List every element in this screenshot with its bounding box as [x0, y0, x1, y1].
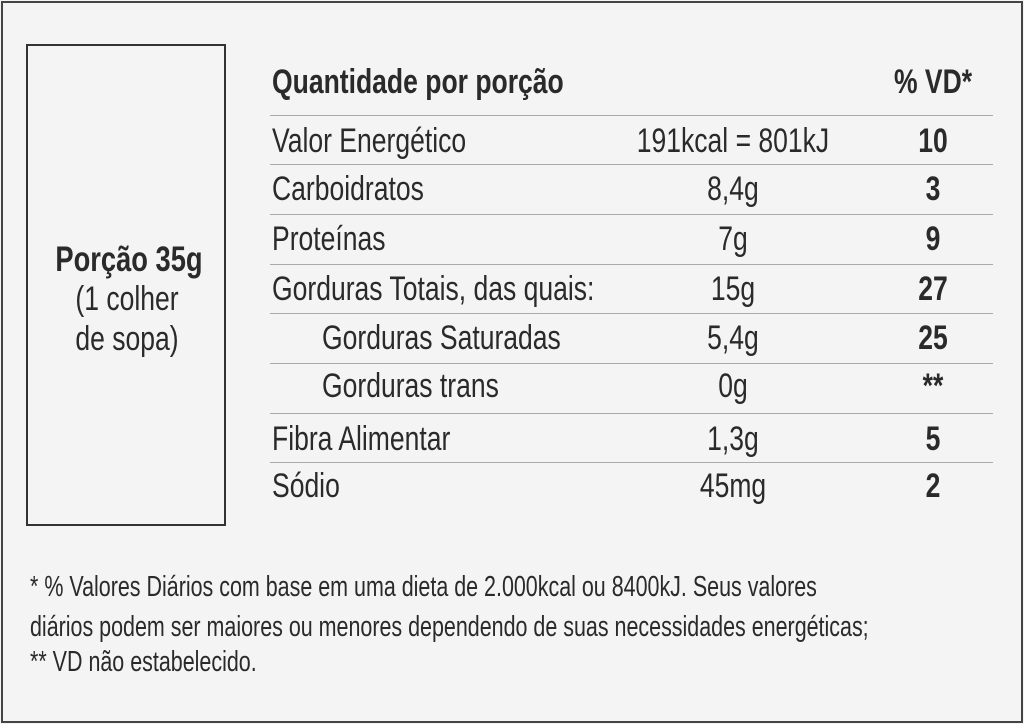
- nutrient-vd: 2: [925, 467, 941, 505]
- nutrient-amount: 5,4g: [707, 319, 759, 357]
- nutrient-name: Gorduras trans: [322, 367, 499, 405]
- serving-note: (1 colher: [75, 280, 179, 318]
- nutrient-vd: 27: [918, 270, 948, 308]
- row-rule: [270, 363, 993, 364]
- nutrient-name: Carboidratos: [272, 170, 424, 208]
- nutrient-name: Sódio: [272, 467, 340, 505]
- nutrient-vd: 5: [925, 420, 941, 458]
- nutrient-vd: 3: [925, 170, 941, 208]
- row-rule: [270, 462, 993, 463]
- nutrient-amount: 15g: [710, 270, 756, 308]
- nutrient-vd: 10: [918, 122, 948, 160]
- nutrient-name: Proteínas: [272, 220, 386, 258]
- row-rule: [270, 313, 993, 314]
- row-rule: [270, 115, 993, 116]
- nutrient-vd: 25: [918, 319, 948, 357]
- nutrient-name: Gorduras Saturadas: [322, 319, 561, 357]
- nutrient-amount: 1,3g: [707, 420, 759, 458]
- nutrient-name: Fibra Alimentar: [272, 420, 451, 458]
- nutrient-amount: 8,4g: [707, 170, 759, 208]
- row-rule: [270, 264, 993, 265]
- nutrient-vd: 9: [925, 220, 941, 258]
- row-rule: [270, 413, 993, 414]
- footnote: ** VD não estabelecido.: [30, 645, 257, 678]
- nutrient-vd: **: [922, 367, 944, 405]
- serving-note: de sopa): [75, 320, 179, 358]
- footnote: diários podem ser maiores ou menores dep…: [30, 610, 869, 643]
- nutrient-name: Gorduras Totais, das quais:: [272, 270, 595, 308]
- nutrient-amount: 45mg: [699, 467, 767, 505]
- serving-box: [26, 44, 226, 526]
- nutrient-amount: 0g: [718, 367, 748, 405]
- header-vd: % VD*: [893, 63, 973, 101]
- footnote: * % Valores Diários com base em uma diet…: [30, 570, 817, 603]
- row-rule: [270, 164, 993, 165]
- row-rule: [270, 214, 993, 215]
- nutrient-amount: 7g: [718, 220, 748, 258]
- nutrient-amount: 191kcal = 801kJ: [636, 122, 830, 160]
- nutrient-name: Valor Energético: [272, 122, 467, 160]
- header-quantity: Quantidade por porção: [272, 63, 564, 101]
- serving-size: Porção 35g: [55, 239, 203, 279]
